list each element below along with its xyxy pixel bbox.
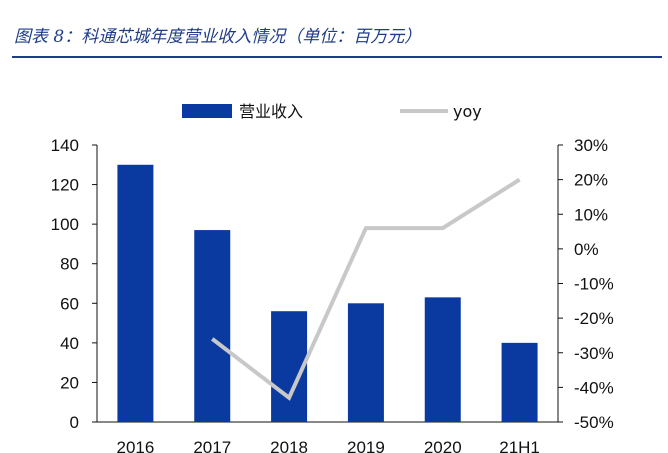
title-divider bbox=[12, 56, 662, 58]
y-right-tick-label: -30% bbox=[574, 344, 614, 363]
legend-bar-label: 营业收入 bbox=[239, 102, 303, 121]
x-tick-label: 21H1 bbox=[499, 438, 540, 453]
figure-title: 图表 8：科通芯城年度营业收入情况（单位：百万元） bbox=[14, 27, 422, 47]
y-left-tick-label: 140 bbox=[51, 136, 79, 155]
y-left-tick-label: 100 bbox=[51, 215, 79, 234]
revenue-bar bbox=[117, 164, 154, 423]
x-tick-label: 2019 bbox=[347, 438, 385, 453]
y-right-tick-label: 30% bbox=[574, 136, 608, 155]
chart-axes bbox=[92, 144, 563, 423]
bar-series bbox=[117, 164, 538, 423]
yoy-line bbox=[211, 177, 521, 401]
y-right-tick-label: -10% bbox=[574, 275, 614, 294]
y-left-tick-label: 120 bbox=[51, 176, 79, 195]
y-left-tick-label: 0 bbox=[70, 413, 79, 432]
chart-legend: 营业收入 yoy bbox=[182, 102, 482, 121]
legend-line-label: yoy bbox=[453, 102, 482, 121]
y-right-tick-label: -40% bbox=[574, 378, 614, 397]
revenue-bar bbox=[194, 230, 231, 422]
y-right-tick-label: -20% bbox=[574, 309, 614, 328]
y-left-tick-label: 80 bbox=[60, 255, 79, 274]
revenue-bar bbox=[347, 303, 384, 422]
y-left-tick-label: 40 bbox=[60, 334, 79, 353]
yoy-line-series bbox=[211, 177, 521, 401]
y-right-tick-label: -50% bbox=[574, 413, 614, 432]
legend-bar-swatch bbox=[182, 104, 232, 118]
x-tick-label: 2017 bbox=[193, 438, 231, 453]
y-left-tick-label: 20 bbox=[60, 373, 79, 392]
x-tick-label: 2020 bbox=[424, 438, 462, 453]
revenue-bar bbox=[501, 342, 538, 422]
y-right-tick-label: 20% bbox=[574, 171, 608, 190]
tick-labels: 0 20 40 60 80 100 120 140 -50% -40% -30% -20% -10% 0%… bbox=[51, 136, 614, 453]
x-tick-label: 2018 bbox=[270, 438, 308, 453]
y-left-tick-label: 60 bbox=[60, 294, 79, 313]
y-right-tick-label: 0% bbox=[574, 240, 599, 259]
x-tick-label: 2016 bbox=[117, 438, 155, 453]
y-right-tick-label: 10% bbox=[574, 205, 608, 224]
revenue-bar bbox=[424, 297, 461, 422]
